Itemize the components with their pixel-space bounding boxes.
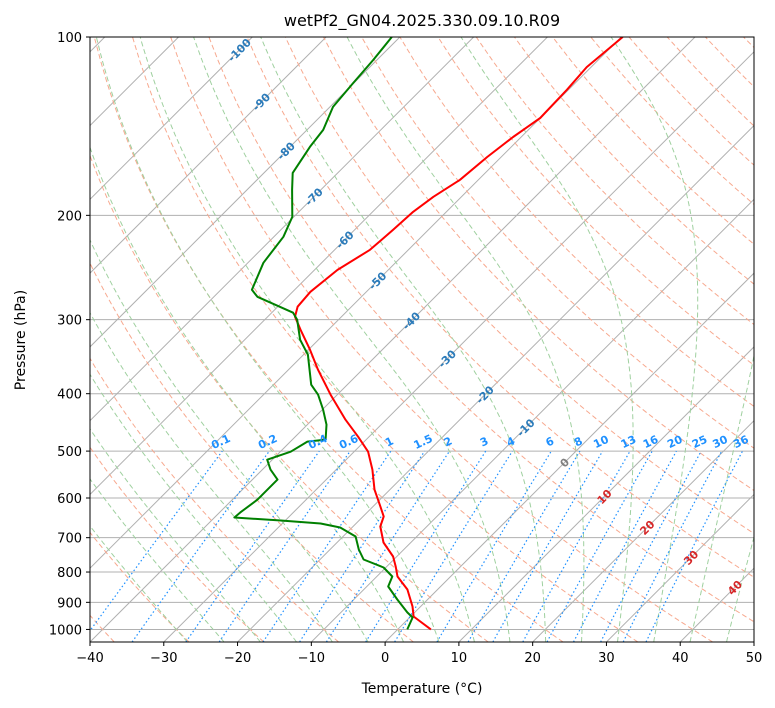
chart-title: wetPf2_GN04.2025.330.09.10.R09 xyxy=(284,11,560,31)
dewpoint-line xyxy=(233,37,414,630)
moist-adiabat-line xyxy=(95,37,440,642)
mixing-ratio-line xyxy=(522,450,631,642)
moist-adiabat-line xyxy=(90,238,369,642)
moist-adiabat-line xyxy=(610,37,699,642)
mixing-ratio-label: 30 xyxy=(711,433,731,451)
x-tick-label: −20 xyxy=(224,651,251,666)
mixing-ratio-label: 16 xyxy=(641,433,661,451)
y-tick-label: 100 xyxy=(57,31,82,46)
isotherm-line xyxy=(90,37,327,274)
mixing-ratio-label: 13 xyxy=(619,433,638,451)
isotherm-line xyxy=(163,51,754,642)
y-axis-label: Pressure (hPa) xyxy=(13,290,29,390)
mixing-ratio-line xyxy=(131,450,270,642)
mixing-ratio-line xyxy=(262,450,392,642)
dry-adiabat-line xyxy=(90,262,414,642)
isotherm-line xyxy=(90,37,696,642)
y-tick-label: 400 xyxy=(57,388,82,403)
dry-adiabat-line xyxy=(361,37,754,449)
dry-adiabat-line xyxy=(90,531,190,642)
moist-adiabat-line xyxy=(689,353,754,642)
mixing-ratio-line xyxy=(90,450,223,632)
background-lines xyxy=(90,37,754,642)
y-tick-label: 200 xyxy=(57,209,82,224)
x-tick-label: −40 xyxy=(76,651,103,666)
mixing-ratio-line xyxy=(218,450,351,642)
isotherm-line xyxy=(532,419,754,642)
y-tick-label: 800 xyxy=(57,566,82,581)
dry-adiabat-line xyxy=(90,357,339,642)
mixing-ratio-line xyxy=(299,450,426,642)
dry-adiabat-line xyxy=(132,37,639,642)
mixing-ratio-line xyxy=(546,450,653,642)
dry-adiabat-line xyxy=(437,37,754,366)
moist-adiabat-line xyxy=(90,428,261,642)
dry-adiabat-line xyxy=(323,37,754,492)
mixing-ratio-line xyxy=(572,450,677,642)
isotherm-line xyxy=(90,37,475,422)
isotherm-line xyxy=(90,37,548,496)
y-tick-label: 600 xyxy=(57,492,82,507)
moist-adiabat-line xyxy=(193,37,511,642)
mixing-ratio-label: 36 xyxy=(731,433,751,451)
y-tick-label: 1000 xyxy=(49,623,82,638)
y-tick-label: 300 xyxy=(57,314,82,329)
x-tick-label: 50 xyxy=(746,651,763,666)
dry-adiabat-line xyxy=(284,37,754,535)
x-tick-label: 20 xyxy=(524,651,541,666)
isotherm-line xyxy=(606,493,754,642)
moist-adiabat-line xyxy=(90,373,297,642)
axis-ticks: −40 −30 −20 −10 0 10 20 30 40 50 100 200 300 400 500 60… xyxy=(49,31,762,666)
dry-adiabat-line xyxy=(170,37,713,642)
x-tick-label: 30 xyxy=(598,651,615,666)
plot-frame xyxy=(89,36,755,643)
temperature-line xyxy=(294,37,624,631)
mixing-ratio-label: 25 xyxy=(690,433,709,451)
isotherm-line xyxy=(90,37,622,569)
isotherm-line xyxy=(90,37,401,348)
x-tick-label: −10 xyxy=(298,651,325,666)
moist-adiabat-line xyxy=(260,37,547,642)
x-tick-label: −30 xyxy=(150,651,177,666)
mixing-ratio-line xyxy=(645,450,744,642)
dry-adiabat-line xyxy=(90,446,265,642)
mixing-ratio-line xyxy=(185,450,320,642)
x-tick-label: 10 xyxy=(451,651,468,666)
y-tick-label: 700 xyxy=(57,532,82,547)
mixing-ratio-label: 10 xyxy=(591,433,611,451)
x-tick-label: 40 xyxy=(672,651,689,666)
moist-adiabat-line xyxy=(90,146,404,642)
isotherm-line xyxy=(237,124,754,642)
x-axis-label: Temperature (°C) xyxy=(361,681,483,697)
profile-lines xyxy=(233,37,624,631)
moist-adiabat-line xyxy=(90,311,333,642)
x-tick-label: 0 xyxy=(381,651,389,666)
isotherm-line xyxy=(384,272,754,642)
dry-adiabat-line xyxy=(208,37,754,623)
isotherm-line xyxy=(458,346,754,642)
mixing-ratio-line xyxy=(394,450,513,642)
mixing-ratio-label: 20 xyxy=(665,433,685,451)
isotherm-line xyxy=(90,37,253,201)
y-tick-label: 500 xyxy=(57,445,82,460)
dry-adiabat-line xyxy=(90,154,489,642)
moist-adiabat-line xyxy=(346,37,585,642)
y-tick-label: 900 xyxy=(57,596,82,611)
moist-adiabat-line xyxy=(726,535,754,642)
moist-adiabat-line xyxy=(90,478,225,642)
